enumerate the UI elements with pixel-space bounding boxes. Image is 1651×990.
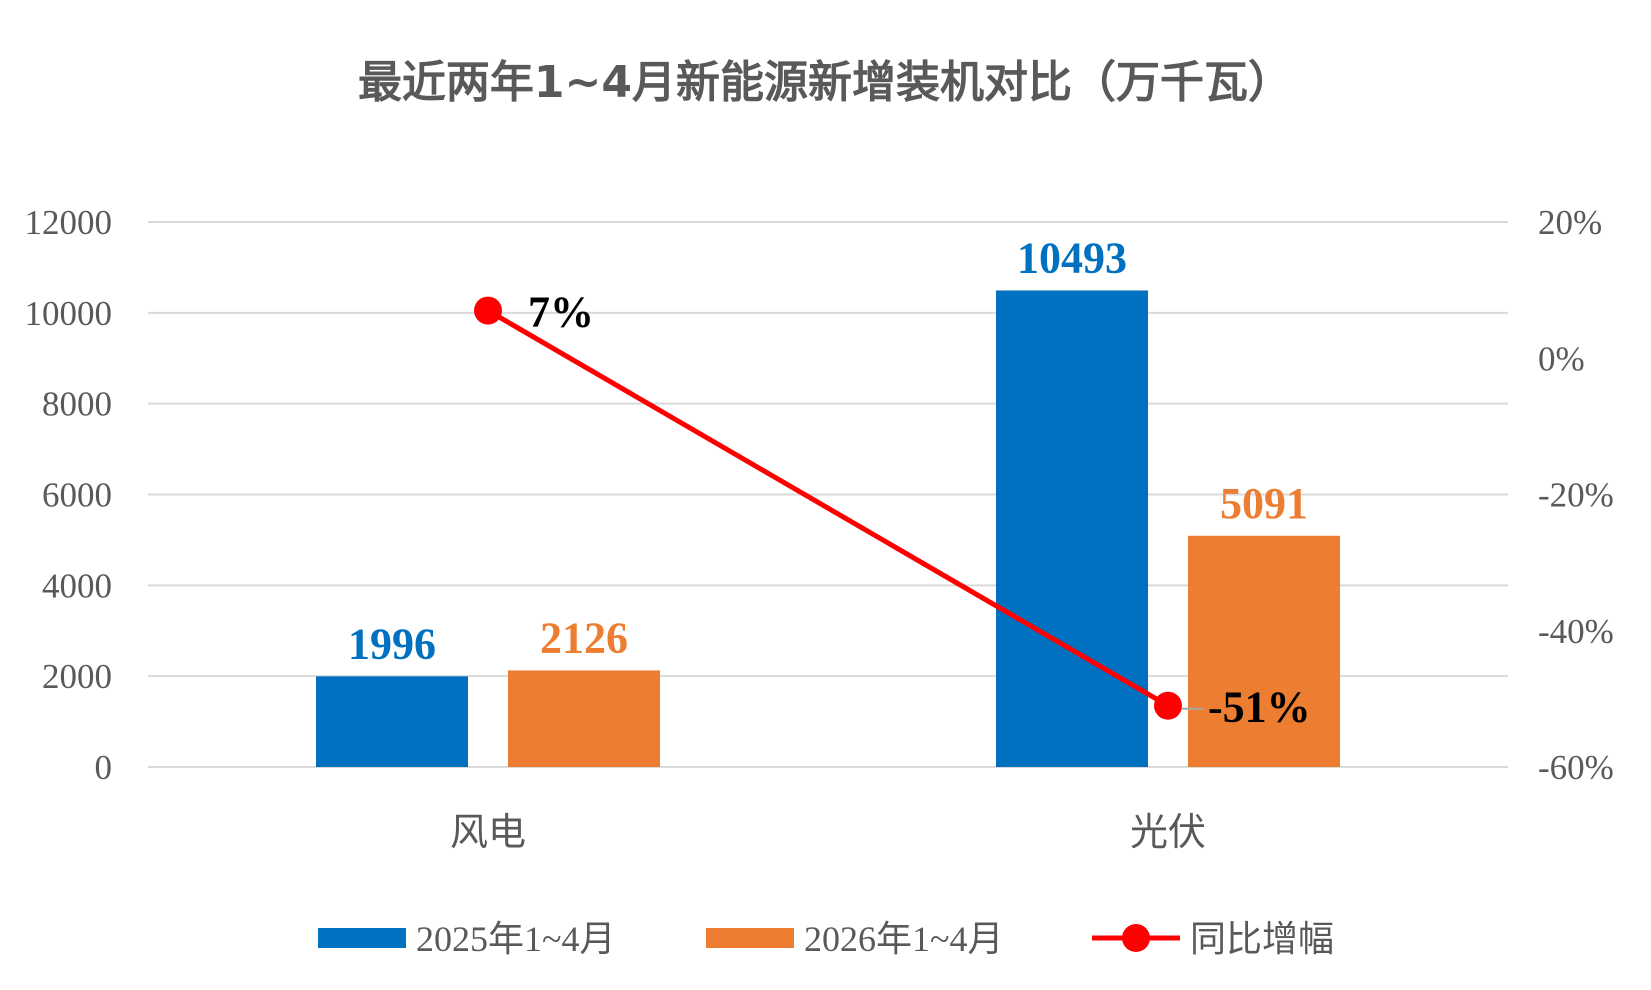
left-tick-label: 8000 bbox=[42, 385, 112, 424]
legend-swatch bbox=[318, 928, 406, 948]
growth-line-path bbox=[486, 308, 1170, 708]
right-tick-label: 20% bbox=[1538, 203, 1602, 242]
right-tick-label: -20% bbox=[1538, 476, 1614, 515]
category-label: 光伏 bbox=[1130, 810, 1206, 854]
growth-line bbox=[474, 296, 1204, 720]
bar bbox=[996, 290, 1148, 767]
grid bbox=[148, 221, 1508, 768]
category-label: 风电 bbox=[450, 810, 526, 854]
left-tick-label: 2000 bbox=[42, 657, 112, 696]
growth-point bbox=[1154, 691, 1182, 720]
legend-label: 2026年1~4月 bbox=[804, 919, 1003, 959]
bar bbox=[316, 676, 468, 767]
bar-data-label: 1996 bbox=[348, 619, 436, 668]
right-tick-label: 0% bbox=[1538, 339, 1585, 378]
right-axis-ticks: -60% -40% -20% 0% 20% bbox=[1538, 203, 1614, 787]
bar-data-label: 2126 bbox=[540, 613, 628, 662]
chart-title: 最近两年1~4月新能源新增装机对比（万千瓦） bbox=[358, 57, 1292, 108]
growth-point bbox=[474, 296, 502, 325]
left-tick-label: 10000 bbox=[25, 294, 113, 333]
bar bbox=[1188, 535, 1340, 767]
bars bbox=[316, 290, 1340, 767]
bar-data-label: 5091 bbox=[1220, 479, 1308, 528]
line-data-label: -51% bbox=[1208, 683, 1311, 732]
left-tick-label: 0 bbox=[95, 748, 113, 787]
left-tick-label: 6000 bbox=[42, 476, 112, 515]
left-tick-label: 12000 bbox=[25, 203, 113, 242]
left-tick-label: 4000 bbox=[42, 566, 112, 605]
line-data-label: 7% bbox=[528, 288, 594, 337]
legend-marker bbox=[1122, 924, 1150, 952]
legend-swatch bbox=[706, 928, 794, 948]
legend: 2025年1~4月 2026年1~4月 同比增幅 bbox=[318, 919, 1334, 959]
bar bbox=[508, 670, 660, 767]
right-tick-label: -60% bbox=[1538, 748, 1614, 787]
legend-label: 同比增幅 bbox=[1190, 919, 1334, 959]
legend-label: 2025年1~4月 bbox=[416, 919, 615, 959]
bar-data-label: 10493 bbox=[1017, 233, 1127, 282]
category-labels: 风电 光伏 bbox=[450, 810, 1206, 854]
left-axis-ticks: 0 2000 4000 6000 8000 10000 12000 bbox=[25, 203, 113, 787]
data-labels: 1996 2126 10493 5091 7% -51% bbox=[348, 233, 1311, 731]
right-tick-label: -40% bbox=[1538, 612, 1614, 651]
